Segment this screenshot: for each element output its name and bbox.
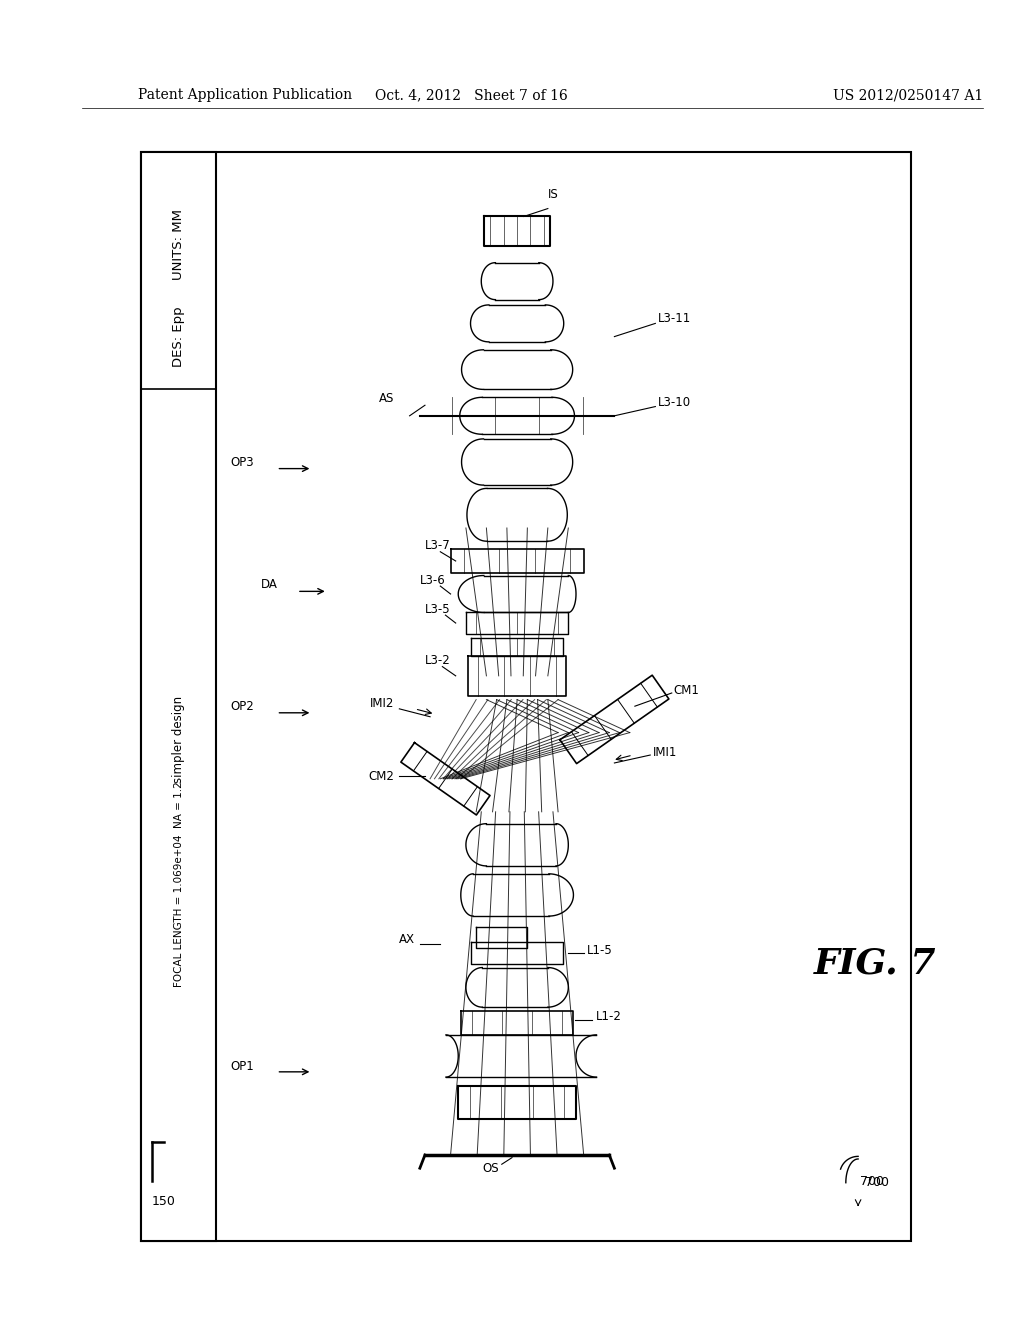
Text: L3-2: L3-2	[425, 653, 451, 667]
Text: 700: 700	[860, 1175, 884, 1188]
Text: Patent Application Publication: Patent Application Publication	[138, 88, 352, 102]
Text: DA: DA	[261, 578, 278, 591]
Text: US 2012/0250147 A1: US 2012/0250147 A1	[833, 88, 983, 102]
Text: simpler design: simpler design	[172, 696, 185, 783]
Text: OS: OS	[482, 1162, 499, 1175]
Text: IMI2: IMI2	[370, 697, 394, 710]
Bar	[141, 152, 911, 1241]
Bar	[141, 152, 216, 1241]
Text: IMI1: IMI1	[653, 746, 678, 759]
Text: L3-10: L3-10	[657, 396, 690, 409]
Text: AS: AS	[379, 392, 394, 405]
Text: L3-5: L3-5	[425, 603, 451, 616]
Text: L1-5: L1-5	[587, 944, 612, 957]
Text: L3-6: L3-6	[420, 574, 445, 587]
Text: L3-7: L3-7	[425, 539, 451, 552]
Text: CM1: CM1	[674, 684, 699, 697]
Text: UNITS: MM: UNITS: MM	[172, 209, 185, 280]
Text: Oct. 4, 2012   Sheet 7 of 16: Oct. 4, 2012 Sheet 7 of 16	[375, 88, 567, 102]
Text: 150: 150	[152, 1195, 175, 1208]
Text: FOCAL LENGTH = 1.069e+04  NA = 1.2: FOCAL LENGTH = 1.069e+04 NA = 1.2	[174, 781, 183, 987]
Text: CM2: CM2	[369, 770, 394, 783]
Text: DES: Epp: DES: Epp	[172, 306, 185, 367]
Text: L3-11: L3-11	[657, 312, 690, 325]
Text: OP2: OP2	[230, 700, 254, 713]
Text: OP3: OP3	[230, 455, 254, 469]
Text: IS: IS	[548, 187, 558, 201]
Text: 700: 700	[865, 1176, 889, 1189]
Text: L1-2: L1-2	[596, 1010, 622, 1023]
Text: AX: AX	[398, 933, 415, 946]
Text: OP1: OP1	[230, 1060, 254, 1073]
Text: FIG. 7: FIG. 7	[814, 946, 937, 981]
